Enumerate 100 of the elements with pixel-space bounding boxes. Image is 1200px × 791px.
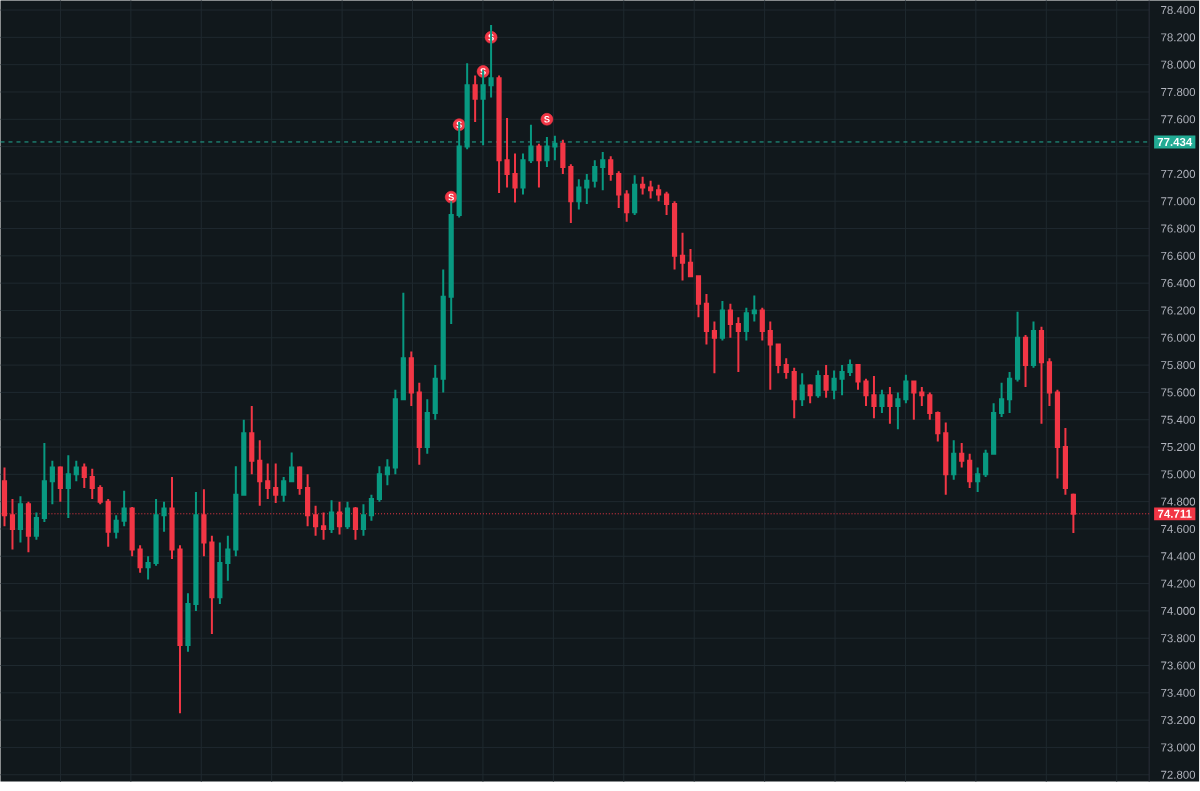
y-tick-label: 74.800: [1161, 497, 1196, 506]
y-tick-label: 74.200: [1161, 579, 1196, 588]
candlestick: [209, 534, 215, 636]
y-tick-label: 74.400: [1161, 552, 1196, 561]
candlestick: [791, 366, 797, 420]
candlestick: [999, 381, 1005, 419]
candlestick: [536, 143, 542, 189]
candlestick: [919, 386, 925, 408]
candlestick: [233, 465, 239, 558]
candlestick: [576, 178, 582, 211]
y-tick-label: 75.800: [1161, 361, 1196, 370]
ref-line-label: 77.434: [1157, 138, 1193, 147]
candlestick: [679, 231, 686, 282]
candlestick: [360, 503, 367, 537]
y-tick-label: 73.600: [1161, 661, 1196, 670]
candlestick: [1062, 427, 1069, 496]
candlestick: [89, 468, 95, 501]
candlestick: [967, 452, 973, 490]
candlestick: [49, 459, 55, 506]
candlestick: [121, 489, 127, 528]
candlestick: [903, 373, 909, 405]
y-tick-label: 77.000: [1161, 197, 1196, 206]
candlestick: [600, 151, 606, 192]
candlestick: [57, 465, 63, 503]
y-tick-label: 75.600: [1161, 388, 1196, 397]
y-tick-label: 73.800: [1161, 634, 1196, 643]
candlestick: [616, 170, 622, 210]
text: S: [448, 193, 454, 201]
candlestick: [863, 377, 869, 408]
y-tick-label: 73.000: [1161, 743, 1196, 752]
candlestick: [759, 306, 765, 342]
y-tick-label: 72.800: [1161, 770, 1196, 779]
candlestick: [895, 391, 901, 431]
candlestick: [879, 388, 885, 415]
candlestick: [432, 364, 438, 421]
candlestick: [624, 189, 630, 223]
candlestick: [743, 306, 749, 342]
candlestick: [193, 491, 199, 613]
y-tick-label: 73.400: [1161, 688, 1196, 697]
candlestick: [400, 291, 406, 401]
text: S: [544, 116, 550, 123]
candlestick: [695, 275, 702, 319]
candlestick: [648, 179, 654, 200]
candlestick: [281, 476, 287, 503]
y-tick-label: 77.800: [1161, 88, 1196, 97]
y-tick-label: 74.000: [1161, 606, 1196, 616]
candlestick: [831, 369, 837, 401]
candlestick: [552, 134, 558, 162]
candlestick: [568, 163, 574, 225]
y-tick-label: 76.400: [1161, 279, 1196, 288]
y-tick-label: 76.200: [1161, 306, 1196, 315]
candlestick: [368, 493, 375, 522]
candlestick: [1014, 310, 1021, 383]
y-tick-label: 78.200: [1161, 33, 1196, 42]
candlestick: [528, 123, 534, 165]
candlestick: [440, 268, 446, 394]
candlestick: [592, 159, 598, 189]
candlestick: [81, 462, 87, 490]
candlestick: [472, 74, 478, 124]
candlestick: [33, 511, 39, 542]
candlestick: [656, 183, 662, 203]
candlestick: [488, 24, 494, 99]
candlestick: [807, 383, 813, 405]
candlestick: [608, 155, 614, 182]
candlestick: [663, 190, 670, 217]
candlestick: [823, 364, 829, 399]
candlestick: [249, 405, 255, 476]
ref-line-label: 74.711: [1158, 510, 1192, 518]
candlestick: [480, 69, 486, 147]
candlestick: [496, 74, 502, 195]
candlestick: [225, 534, 231, 582]
y-tick-label: 75.000: [1161, 470, 1196, 479]
candlestick: [328, 499, 335, 535]
candlestick: [799, 372, 805, 408]
candlestick: [1022, 334, 1029, 389]
candlestick: [783, 357, 789, 380]
candlestick: [584, 173, 590, 206]
candlestick: [113, 514, 119, 540]
candlestick: [384, 458, 390, 487]
candlestick: [839, 364, 845, 397]
candlestick: [544, 136, 550, 169]
candlestick: [161, 500, 167, 533]
candlestick: [41, 442, 47, 524]
candlestick: [927, 391, 933, 421]
candlestick: [847, 358, 853, 378]
y-tick-label: 77.600: [1161, 115, 1196, 124]
candlestick: [177, 544, 183, 715]
candlestick: [376, 465, 382, 503]
y-tick-label: 74.600: [1161, 525, 1196, 534]
candlestick: [105, 498, 111, 548]
y-tick-label: 75.400: [1161, 415, 1196, 424]
y-tick-label: 76.600: [1161, 251, 1196, 261]
candlestick: [1054, 388, 1061, 480]
y-tick-label: 76.000: [1161, 333, 1196, 342]
candlestick: [871, 375, 877, 420]
candlestick: [719, 300, 725, 342]
candlestick: [703, 293, 710, 346]
candlestick: [65, 454, 71, 520]
candlestick: [640, 175, 646, 196]
candlestick: [887, 386, 893, 425]
